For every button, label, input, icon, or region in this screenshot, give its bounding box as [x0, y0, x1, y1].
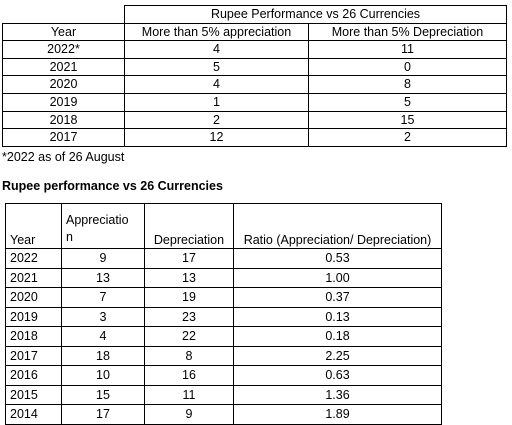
- table2-cell-ratio: 0.13: [233, 306, 442, 327]
- table2-cell-ratio: 1.89: [233, 404, 442, 425]
- table1-empty-corner: [2, 5, 125, 24]
- table2-cell-appreciation: 17: [61, 404, 145, 425]
- table2-header-appreciation-line2: n: [66, 230, 73, 245]
- table-row: 2017 12 2: [2, 128, 507, 147]
- table1-cell-appreciation: 1: [124, 92, 309, 112]
- table2-cell-depreciation: 19: [144, 287, 234, 308]
- table-row: 2018 2 15: [2, 110, 507, 130]
- table2-cell-ratio: 0.53: [233, 248, 442, 269]
- table2-cell-depreciation: 23: [144, 306, 234, 327]
- table2-cell-appreciation: 13: [61, 267, 145, 288]
- table2-header-ratio: Ratio (Appreciation/ Depreciation): [233, 203, 442, 249]
- table1-cell-depreciation: 5: [308, 92, 507, 112]
- table-row: 2021 13 13 1.00: [5, 267, 442, 288]
- table1-header-row: Year More than 5% appreciation More than…: [2, 22, 507, 42]
- table2-cell-depreciation: 16: [144, 365, 234, 386]
- table2-cell-ratio: 2.25: [233, 345, 442, 366]
- table2-header-appreciation-line1: Appreciatio: [66, 213, 129, 228]
- table1-cell-year: 2021: [2, 57, 125, 77]
- table2-cell-depreciation: 17: [144, 248, 234, 269]
- table1-cell-appreciation: 4: [124, 75, 309, 94]
- table2-cell-year: 2021: [5, 267, 62, 288]
- table2-cell-year: 2022: [5, 248, 62, 269]
- table-row: 2021 5 0: [2, 57, 507, 77]
- table2-cell-appreciation: 9: [61, 248, 145, 269]
- table-row: 2020 4 8: [2, 75, 507, 94]
- table1-cell-year: 2020: [2, 75, 125, 94]
- table-row: 2016 10 16 0.63: [5, 365, 442, 386]
- table-row: 2019 3 23 0.13: [5, 306, 442, 327]
- rupee-performance-table-1: Rupee Performance vs 26 Currencies Year …: [2, 5, 507, 147]
- table-row: 2022 9 17 0.53: [5, 248, 442, 269]
- table2-cell-appreciation: 3: [61, 306, 145, 327]
- table2-cell-appreciation: 18: [61, 345, 145, 366]
- table-row: 2015 15 11 1.36: [5, 384, 442, 405]
- table2-cell-ratio: 1.00: [233, 267, 442, 288]
- table2-header-row: Year Appreciatio n Depreciation Ratio (Ap…: [5, 203, 442, 249]
- table2-cell-year: 2017: [5, 345, 62, 366]
- table-row: 2014 17 9 1.89: [5, 404, 442, 425]
- table2-cell-ratio: 0.63: [233, 365, 442, 386]
- table2-cell-year: 2019: [5, 306, 62, 327]
- table1-cell-depreciation: 15: [308, 110, 507, 130]
- table2-cell-depreciation: 9: [144, 404, 234, 425]
- table1-cell-appreciation: 4: [124, 40, 309, 59]
- table1-footnote: *2022 as of 26 August: [2, 150, 125, 164]
- table1-title: Rupee Performance vs 26 Currencies: [124, 5, 507, 24]
- table2-cell-appreciation: 10: [61, 365, 145, 386]
- table-row: 2017 18 8 2.25: [5, 345, 442, 366]
- table2-cell-depreciation: 8: [144, 345, 234, 366]
- table2-cell-year: 2014: [5, 404, 62, 425]
- table2-cell-depreciation: 13: [144, 267, 234, 288]
- table1-header-depreciation: More than 5% Depreciation: [308, 22, 507, 42]
- table-row: 2022* 4 11: [2, 40, 507, 59]
- table2-cell-depreciation: 22: [144, 326, 234, 347]
- table1-header-year: Year: [2, 22, 125, 42]
- table1-cell-depreciation: 11: [308, 40, 507, 59]
- table2-header-depreciation: Depreciation: [144, 203, 234, 249]
- table2-cell-year: 2015: [5, 384, 62, 405]
- table1-cell-appreciation: 2: [124, 110, 309, 130]
- table1-cell-year: 2019: [2, 92, 125, 112]
- table2-cell-appreciation: 4: [61, 326, 145, 347]
- table2-cell-year: 2016: [5, 365, 62, 386]
- table2-header-year: Year: [5, 203, 62, 249]
- table2-cell-appreciation: 7: [61, 287, 145, 308]
- table1-cell-year: 2018: [2, 110, 125, 130]
- table2-heading: Rupee performance vs 26 Currencies: [2, 179, 223, 193]
- table-row: 2018 4 22 0.18: [5, 326, 442, 347]
- table1-cell-depreciation: 8: [308, 75, 507, 94]
- table2-cell-year: 2018: [5, 326, 62, 347]
- table1-cell-year: 2022*: [2, 40, 125, 59]
- table2-cell-year: 2020: [5, 287, 62, 308]
- table2-cell-ratio: 1.36: [233, 384, 442, 405]
- table-row: 2020 7 19 0.37: [5, 287, 442, 308]
- table1-cell-appreciation: 5: [124, 57, 309, 77]
- table2-cell-ratio: 0.18: [233, 326, 442, 347]
- table2-cell-ratio: 0.37: [233, 287, 442, 308]
- table1-cell-appreciation: 12: [124, 128, 309, 147]
- rupee-performance-table-2: Year Appreciatio n Depreciation Ratio (Ap…: [5, 203, 442, 425]
- table2-header-appreciation: Appreciatio n: [61, 203, 145, 249]
- table1-header-appreciation: More than 5% appreciation: [124, 22, 309, 42]
- table1-cell-year: 2017: [2, 128, 125, 147]
- table1-cell-depreciation: 0: [308, 57, 507, 77]
- table2-cell-appreciation: 15: [61, 384, 145, 405]
- table2-cell-depreciation: 11: [144, 384, 234, 405]
- table-row: 2019 1 5: [2, 92, 507, 112]
- table1-cell-depreciation: 2: [308, 128, 507, 147]
